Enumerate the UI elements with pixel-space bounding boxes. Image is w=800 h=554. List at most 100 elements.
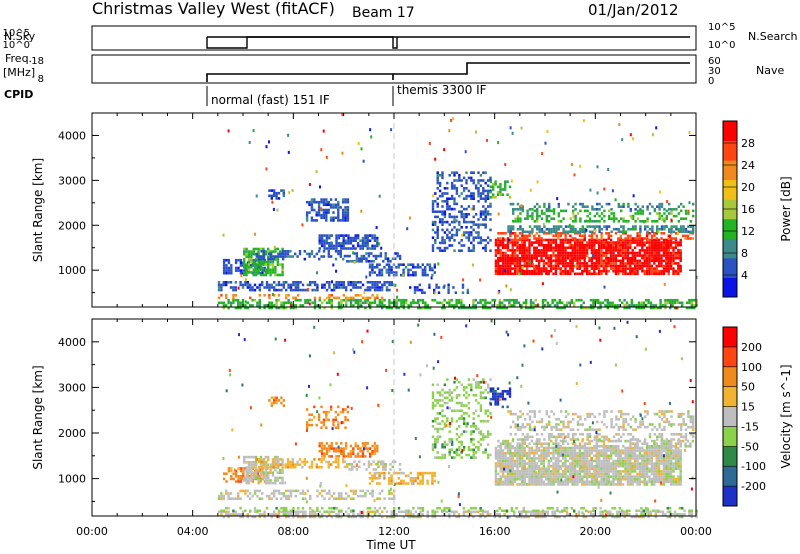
- cell: [667, 256, 670, 260]
- cell: [378, 492, 381, 495]
- cell: [282, 252, 285, 256]
- cell: [239, 469, 243, 473]
- cell: [499, 470, 502, 473]
- cell: [484, 306, 487, 310]
- cell: [308, 203, 311, 207]
- cell: [321, 515, 324, 519]
- cell: [329, 198, 333, 201]
- cell: [412, 477, 415, 480]
- cell: [655, 264, 658, 268]
- cell: [574, 237, 577, 240]
- cell: [323, 444, 326, 448]
- cell: [641, 238, 644, 242]
- cell: [496, 400, 500, 403]
- cell: [592, 506, 595, 510]
- cell: [337, 449, 341, 453]
- cell: [683, 509, 686, 513]
- cell: [499, 454, 502, 458]
- cell: [680, 227, 683, 231]
- cell: [576, 241, 579, 244]
- cell: [569, 264, 572, 268]
- cell: [546, 513, 549, 516]
- cell: [400, 304, 403, 307]
- cell: [237, 494, 240, 498]
- cell: [617, 243, 620, 247]
- cell: [460, 409, 463, 413]
- cell: [479, 298, 482, 302]
- cell: [241, 515, 245, 519]
- cell: [472, 412, 475, 415]
- cell: [424, 306, 427, 310]
- cell: [380, 271, 384, 274]
- cell: [460, 249, 463, 252]
- cell: [448, 213, 451, 216]
- cell: [583, 251, 586, 255]
- cell: [657, 246, 661, 250]
- cell: [512, 209, 515, 213]
- cell: [626, 256, 630, 260]
- cell: [270, 515, 273, 519]
- cell: [325, 203, 328, 207]
- cell: [557, 264, 560, 268]
- cell: [249, 497, 252, 500]
- cell: [370, 463, 373, 466]
- cell: [453, 171, 456, 174]
- cell: [482, 218, 485, 221]
- cell: [518, 464, 522, 468]
- cell: [583, 264, 586, 268]
- cell: [578, 262, 582, 265]
- cell: [412, 266, 415, 269]
- cell: [443, 220, 447, 224]
- cell: [672, 267, 675, 270]
- cell: [617, 202, 620, 206]
- cell: [513, 449, 517, 452]
- cell: [486, 513, 489, 516]
- cell: [588, 220, 592, 223]
- noise-cell: [596, 165, 599, 169]
- cell: [372, 260, 375, 263]
- cell: [533, 251, 536, 255]
- cell: [390, 266, 393, 269]
- cell: [610, 217, 613, 220]
- cell: [633, 256, 637, 260]
- cell: [308, 255, 311, 258]
- cell: [603, 225, 606, 228]
- cell: [252, 476, 255, 480]
- cell: [504, 477, 507, 481]
- cell: [267, 476, 270, 480]
- cell: [506, 193, 509, 196]
- cell: [687, 225, 690, 228]
- cell: [263, 266, 267, 270]
- cell: [664, 301, 667, 305]
- cell: [624, 230, 628, 234]
- noise-cell: [497, 291, 500, 295]
- cell: [521, 477, 524, 481]
- cell: [258, 509, 261, 513]
- cell: [247, 255, 251, 259]
- cell: [325, 281, 329, 284]
- cell: [621, 269, 625, 273]
- cell: [383, 304, 386, 307]
- cell: [264, 476, 267, 480]
- cell: [501, 238, 505, 242]
- cell: [431, 445, 435, 449]
- cell: [421, 268, 424, 272]
- cell: [318, 247, 321, 250]
- cell: [530, 243, 534, 247]
- noise-cell: [331, 280, 333, 284]
- nsearch-label: N.Search: [748, 30, 798, 43]
- cell: [382, 465, 385, 469]
- cell: [287, 515, 290, 519]
- cell: [489, 513, 492, 516]
- cell: [325, 447, 329, 450]
- cell: [345, 296, 348, 300]
- cell: [287, 510, 290, 514]
- cell: [377, 460, 380, 463]
- cell: [501, 269, 505, 273]
- cell: [513, 446, 517, 450]
- cell: [227, 266, 231, 270]
- noise-cell: [504, 163, 507, 166]
- cell: [433, 291, 436, 294]
- cell: [551, 301, 554, 305]
